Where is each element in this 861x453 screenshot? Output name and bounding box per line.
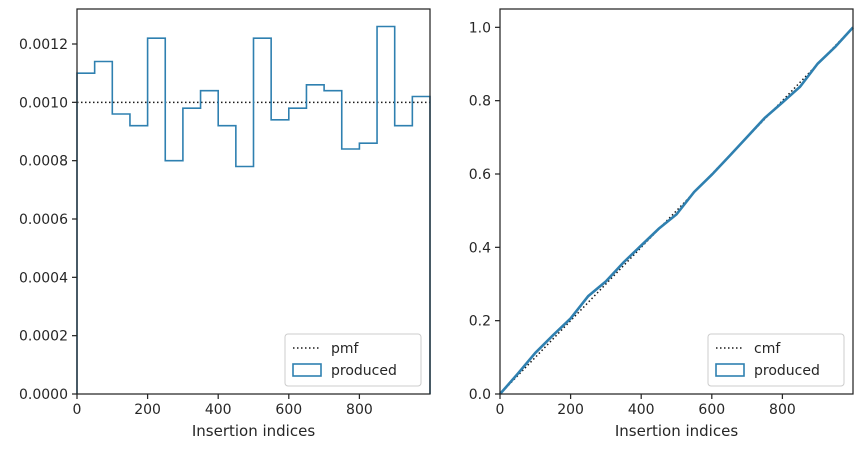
cmf-chart-x-axis-title: Insertion indices [615,422,738,440]
cmf-chart-legend-produced-label: produced [754,363,820,379]
pmf-chart-x-axis-title: Insertion indices [192,422,315,440]
pmf-chart-legend: pmf produced [284,333,422,387]
pmf-chart-axes-frame [76,8,431,395]
pmf-chart-y-tick-label: 0.0004 [19,270,68,286]
cmf-chart-x-tick-label: 0 [496,402,505,418]
cmf-chart-produced-series [499,26,854,395]
cmf-chart-axes-frame [499,8,854,395]
pmf-chart-legend-box [284,333,422,387]
pmf-chart-y-tick-label: 0.0000 [19,387,68,403]
pmf-chart-x-tick-label: 200 [134,402,161,418]
cmf-chart-y-tick-label: 1.0 [469,20,491,36]
cmf-chart-cmf-line [499,26,854,395]
pmf-chart-y-tick-label: 0.0008 [19,154,68,170]
cmf-chart-y-tick-label: 0.2 [469,314,491,330]
cmf-chart-legend: cmf produced [707,333,845,387]
cmf-chart-x-tick-label: 200 [557,402,584,418]
pmf-chart-x-tick-label: 400 [205,402,232,418]
pmf-chart-y-tick-label: 0.0006 [19,212,68,228]
chart-cmf-panel: 0 200 400 600 800 0.0 0.2 0.4 0.6 0.8 1.0 Insertion… [469,8,854,440]
pmf-chart-y-tick-label: 0.0010 [19,95,68,111]
pmf-chart-legend-pmf-label: pmf [331,341,360,357]
pmf-chart-x-tick-label: 0 [73,402,82,418]
pmf-chart-legend-produced-swatch [292,363,322,377]
chart-pmf-panel: 0 200 400 600 800 0.0000 0.0002 0.0004 0.0006 0.0… [19,8,431,440]
cmf-chart-x-tick-label: 600 [698,402,725,418]
cmf-chart-x-tick-label: 400 [628,402,655,418]
pmf-chart-produced-series [76,25,431,394]
cmf-chart-x-tick-label: 800 [769,402,796,418]
cmf-chart-legend-produced-swatch [715,363,745,377]
pmf-chart-y-tick-label: 0.0012 [19,37,68,53]
cmf-chart-legend-cmf-label: cmf [754,341,781,357]
pmf-chart-x-tick-label: 600 [275,402,302,418]
pmf-chart-y-tick-label: 0.0002 [19,329,68,345]
pmf-chart-x-tick-label: 800 [346,402,373,418]
cmf-chart-y-tick-label: 0.0 [469,387,491,403]
cmf-chart-legend-box [707,333,845,387]
cmf-chart-y-tick-label: 0.8 [469,94,491,110]
cmf-chart-y-tick-label: 0.4 [469,240,491,256]
pmf-chart-legend-produced-label: produced [331,363,397,379]
cmf-chart-y-tick-label: 0.6 [469,167,491,183]
